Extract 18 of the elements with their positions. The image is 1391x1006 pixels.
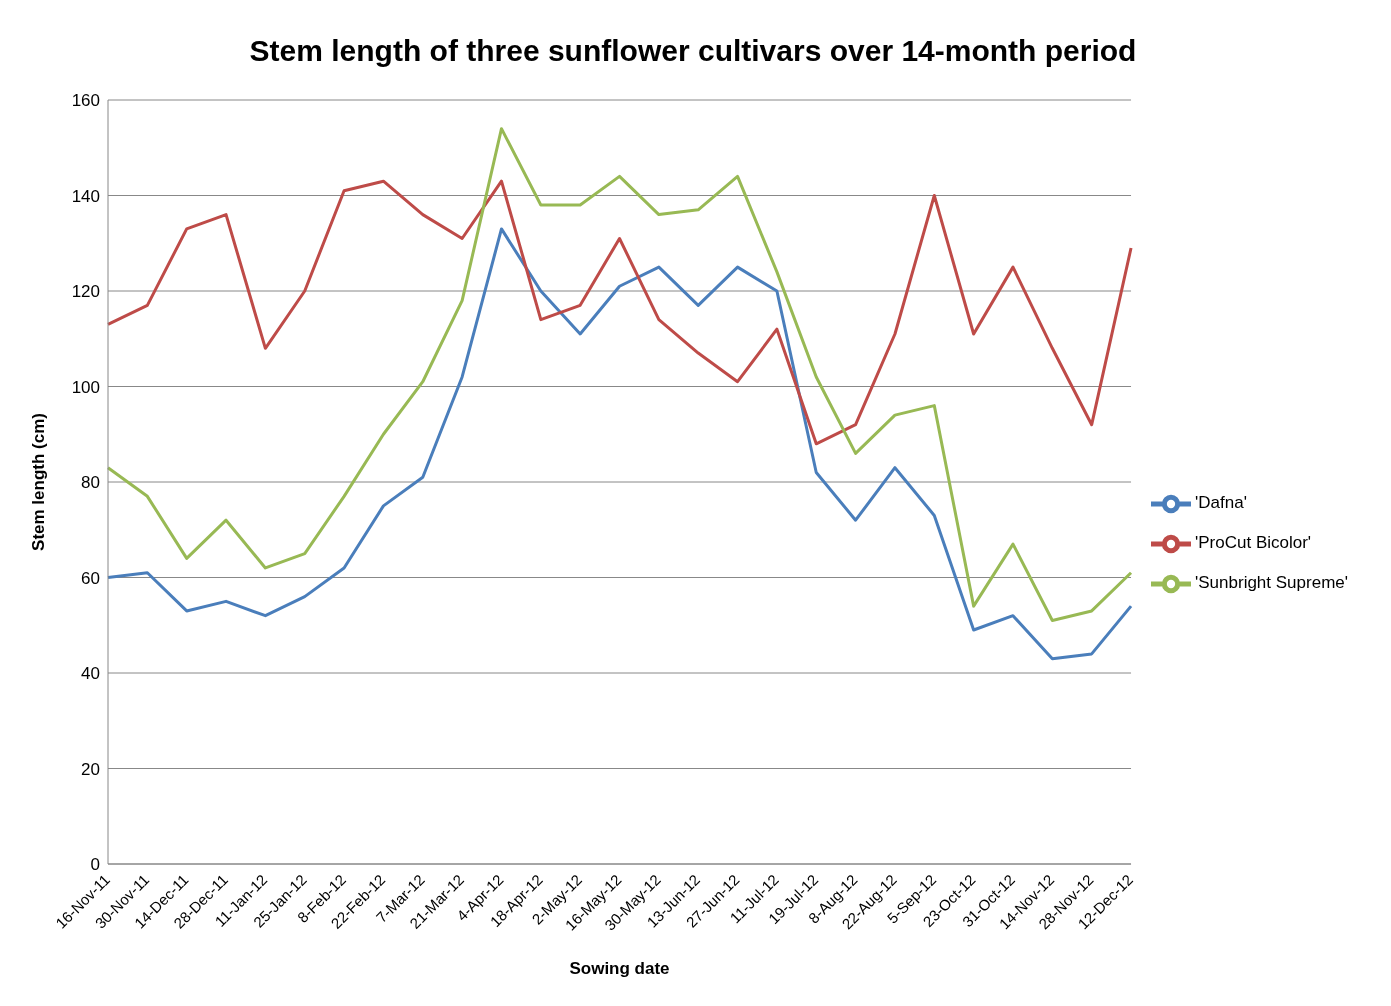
y-tick-label: 20 — [81, 759, 100, 779]
line-series — [106, 179, 1133, 446]
y-tick-label: 140 — [71, 186, 100, 206]
legend-label: 'Dafna' — [1195, 493, 1247, 513]
y-axis-title: Stem length (cm) — [29, 413, 49, 551]
line-series — [106, 227, 1133, 661]
x-axis-title: Sowing date — [569, 959, 670, 978]
y-tick-label: 160 — [71, 91, 100, 111]
y-tick-label: 0 — [90, 855, 100, 875]
y-tick-label: 100 — [71, 377, 100, 397]
legend-label: 'ProCut Bicolor' — [1195, 533, 1312, 553]
line-series — [106, 127, 1133, 622]
y-tick-label: 40 — [81, 664, 100, 684]
y-tick-label: 80 — [81, 473, 100, 493]
legend-label: 'Sunbright Supreme' — [1195, 573, 1348, 593]
y-tick-label: 60 — [81, 568, 100, 588]
y-tick-label: 120 — [71, 282, 100, 302]
chart-title: Stem length of three sunflower cultivars over 14-month period — [249, 34, 1137, 67]
